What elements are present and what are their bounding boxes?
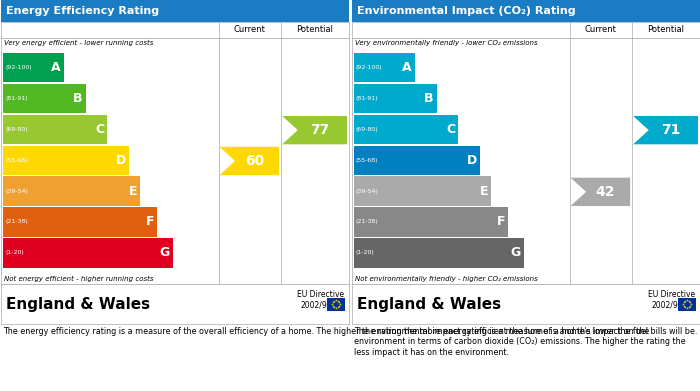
Text: England & Wales: England & Wales <box>6 296 150 312</box>
Polygon shape <box>633 116 698 144</box>
Bar <box>3 207 158 237</box>
Text: F: F <box>146 215 155 228</box>
Text: 42: 42 <box>596 185 615 199</box>
Bar <box>1 38 349 284</box>
Bar <box>327 298 345 310</box>
Text: (39-54): (39-54) <box>5 188 28 194</box>
Text: Current: Current <box>234 25 266 34</box>
Text: Very energy efficient - lower running costs: Very energy efficient - lower running co… <box>4 40 153 46</box>
Text: The energy efficiency rating is a measure of the overall efficiency of a home. T: The energy efficiency rating is a measur… <box>3 327 697 336</box>
Bar <box>1 0 349 22</box>
Bar <box>354 238 524 267</box>
Text: C: C <box>95 123 104 136</box>
Text: (55-68): (55-68) <box>356 158 379 163</box>
Bar <box>3 176 140 206</box>
Text: (21-38): (21-38) <box>356 219 379 224</box>
Text: Current: Current <box>585 25 617 34</box>
Polygon shape <box>220 147 279 175</box>
Bar <box>354 176 491 206</box>
Text: (81-91): (81-91) <box>5 96 27 101</box>
Text: Not environmentally friendly - higher CO₂ emissions: Not environmentally friendly - higher CO… <box>355 276 538 282</box>
Text: (55-68): (55-68) <box>5 158 27 163</box>
Bar <box>352 284 700 324</box>
Bar <box>1 284 349 324</box>
Bar <box>3 115 107 144</box>
Text: Potential: Potential <box>297 25 334 34</box>
Bar <box>678 298 696 310</box>
Bar <box>352 0 700 22</box>
Text: A: A <box>51 61 61 74</box>
Text: (81-91): (81-91) <box>356 96 379 101</box>
Text: Very environmentally friendly - lower CO₂ emissions: Very environmentally friendly - lower CO… <box>355 40 538 46</box>
Text: (39-54): (39-54) <box>356 188 379 194</box>
Text: EU Directive
2002/91/EC: EU Directive 2002/91/EC <box>648 290 696 310</box>
Text: (92-100): (92-100) <box>356 65 383 70</box>
Text: 71: 71 <box>661 123 680 137</box>
Bar <box>354 145 480 175</box>
Text: Environmental Impact (CO₂) Rating: Environmental Impact (CO₂) Rating <box>357 6 575 16</box>
Text: (21-38): (21-38) <box>5 219 28 224</box>
Text: Not energy efficient - higher running costs: Not energy efficient - higher running co… <box>4 276 153 282</box>
Text: (1-20): (1-20) <box>5 250 24 255</box>
Bar <box>354 115 458 144</box>
Text: England & Wales: England & Wales <box>357 296 501 312</box>
Text: (1-20): (1-20) <box>356 250 374 255</box>
Bar <box>3 145 129 175</box>
Text: 77: 77 <box>310 123 330 137</box>
Text: E: E <box>129 185 137 197</box>
Bar <box>354 207 508 237</box>
Text: D: D <box>116 154 126 167</box>
Text: (69-80): (69-80) <box>5 127 27 132</box>
Text: B: B <box>74 92 83 105</box>
Text: D: D <box>467 154 477 167</box>
Text: A: A <box>402 61 412 74</box>
Text: The environmental impact rating is a measure of a home's impact on the environme: The environmental impact rating is a mea… <box>354 327 685 357</box>
Text: (92-100): (92-100) <box>5 65 32 70</box>
Bar <box>352 22 700 38</box>
Text: Energy Efficiency Rating: Energy Efficiency Rating <box>6 6 159 16</box>
Text: E: E <box>480 185 488 197</box>
Bar <box>352 38 700 284</box>
Polygon shape <box>282 116 347 144</box>
Text: EU Directive
2002/91/EC: EU Directive 2002/91/EC <box>298 290 344 310</box>
Bar <box>354 84 437 113</box>
Text: G: G <box>160 246 169 259</box>
Bar <box>354 53 415 83</box>
Text: (69-80): (69-80) <box>356 127 379 132</box>
Text: B: B <box>424 92 433 105</box>
Text: G: G <box>510 246 521 259</box>
Text: F: F <box>497 215 505 228</box>
Text: C: C <box>447 123 456 136</box>
Text: 60: 60 <box>245 154 264 168</box>
Text: Potential: Potential <box>648 25 685 34</box>
Bar <box>1 22 349 38</box>
Bar <box>3 238 173 267</box>
Bar <box>3 84 85 113</box>
Polygon shape <box>570 178 630 206</box>
Bar <box>3 53 64 83</box>
